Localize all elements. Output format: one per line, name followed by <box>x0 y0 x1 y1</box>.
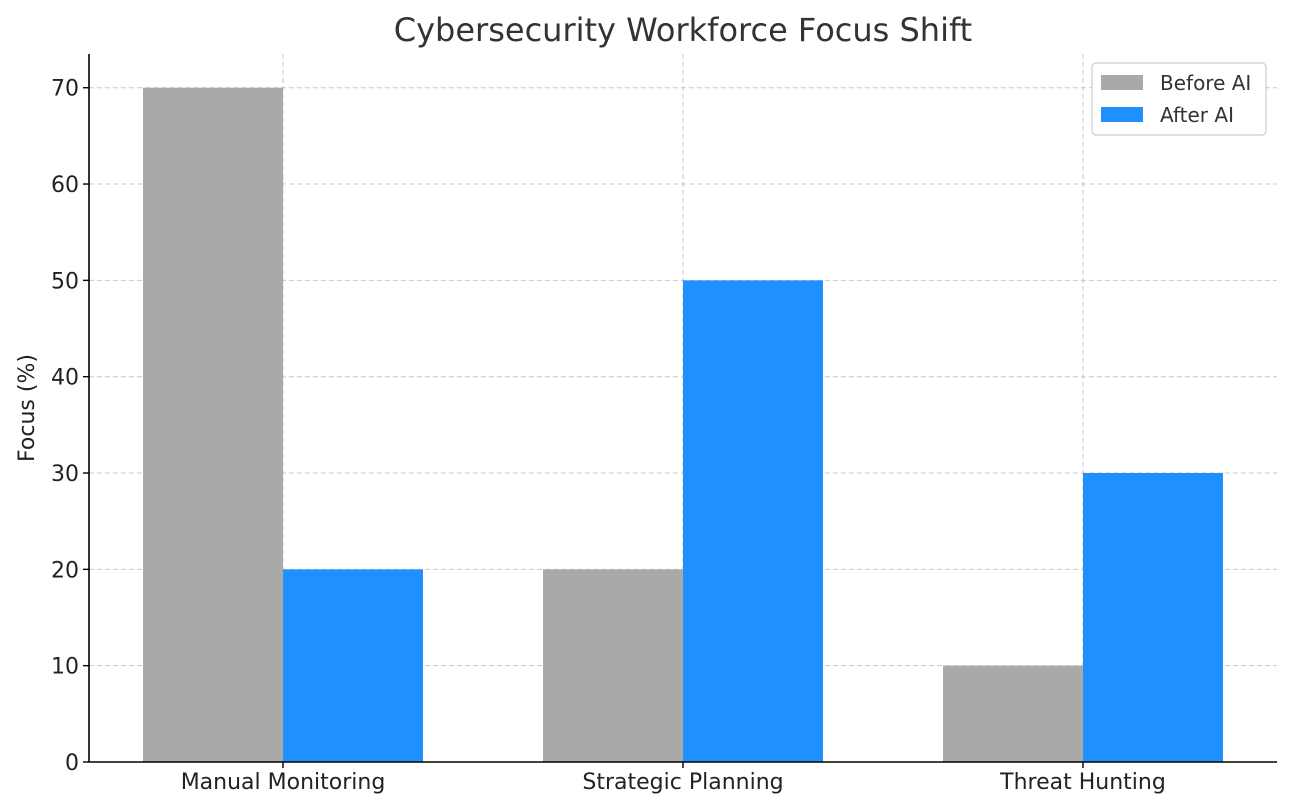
x-tick-label: Manual Monitoring <box>181 770 386 795</box>
legend: Before AI After AI <box>1091 62 1267 136</box>
x-tick-label: Strategic Planning <box>582 770 783 795</box>
x-tick-label: Threat Hunting <box>999 770 1166 795</box>
legend-swatch-before-ai <box>1101 75 1143 90</box>
chart-title: Cybersecurity Workforce Focus Shift <box>394 11 972 49</box>
bar-after-ai-manual-monitoring <box>283 569 423 762</box>
y-tick-label: 20 <box>51 558 79 583</box>
bar-before-ai-strategic-planning <box>543 569 683 762</box>
legend-label-before-ai: Before AI <box>1160 71 1251 95</box>
y-tick-label: 30 <box>51 462 79 487</box>
y-tick-label: 50 <box>51 269 79 294</box>
bar-after-ai-strategic-planning <box>683 280 823 762</box>
y-tick-label: 70 <box>51 77 79 102</box>
y-tick-label: 60 <box>51 173 79 198</box>
y-ticks: 0 10 20 30 40 50 60 70 <box>51 77 89 776</box>
bar-before-ai-manual-monitoring <box>143 87 283 762</box>
x-ticks: Manual Monitoring Strategic Planning Threa… <box>181 762 1166 795</box>
bar-after-ai-threat-hunting <box>1083 473 1223 762</box>
y-tick-label: 10 <box>51 655 79 680</box>
y-tick-label: 0 <box>65 751 79 776</box>
bar-before-ai-threat-hunting <box>943 665 1083 762</box>
legend-swatch-after-ai <box>1101 107 1143 122</box>
bars <box>143 87 1223 762</box>
y-tick-label: 40 <box>51 366 79 391</box>
legend-label-after-ai: After AI <box>1160 103 1234 127</box>
y-axis-title: Focus (%) <box>15 354 40 462</box>
